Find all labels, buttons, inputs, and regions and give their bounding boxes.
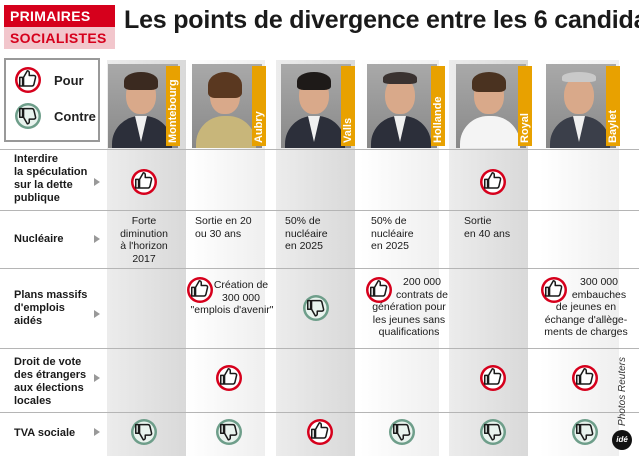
name-tag-baylet: Baylet bbox=[606, 66, 620, 146]
thumb-up-icon bbox=[365, 276, 393, 304]
thumb-up-icon bbox=[540, 276, 568, 304]
legend-pour: Pour bbox=[14, 66, 84, 94]
page-title: Les points de divergence entre les 6 can… bbox=[124, 6, 639, 34]
ide-logo: idé bbox=[612, 430, 632, 450]
row-arrow-icon bbox=[94, 428, 100, 436]
name-tag-montebourg: Montebourg bbox=[166, 66, 180, 146]
row-separator bbox=[0, 412, 639, 413]
cell-nucleaire-royal: Sortie en 40 ans bbox=[464, 215, 511, 240]
row-separator bbox=[0, 210, 639, 211]
jacket-shape bbox=[196, 116, 256, 148]
legend-pour-label: Pour bbox=[54, 72, 84, 88]
thumb-up-icon bbox=[186, 276, 214, 304]
primaires-badge: PRIMAIRES SOCIALISTES bbox=[4, 5, 115, 49]
cell-nucleaire-hollande: 50% de nucléaire en 2025 bbox=[371, 215, 414, 252]
thumb-up-icon bbox=[306, 418, 334, 446]
name-tag-aubry: Aubry bbox=[252, 66, 266, 146]
row-arrow-icon bbox=[94, 310, 100, 318]
row-label-tva-sociale: TVA sociale bbox=[14, 427, 76, 439]
hair-shape bbox=[562, 72, 596, 82]
row-arrow-icon bbox=[94, 235, 100, 243]
hair-shape bbox=[383, 72, 417, 84]
photo-valls bbox=[281, 64, 351, 148]
thumb-up-icon bbox=[479, 168, 507, 196]
hair-shape bbox=[472, 72, 506, 92]
hair-shape bbox=[208, 72, 242, 98]
legend: Pour Contre bbox=[4, 58, 100, 142]
badge-line1: PRIMAIRES bbox=[4, 5, 115, 27]
thumb-up-icon bbox=[215, 364, 243, 392]
photo-baylet bbox=[546, 64, 616, 148]
thumb-up-icon bbox=[479, 364, 507, 392]
cell-nucleaire-montebourg: Forte diminution à l'horizon 2017 bbox=[120, 215, 168, 265]
cell-nucleaire-aubry: Sortie en 20 ou 30 ans bbox=[195, 215, 252, 240]
thumb-down-icon bbox=[130, 418, 158, 446]
row-label-speculation: Interdire la spéculation sur la dette publi… bbox=[14, 153, 88, 204]
name-tag-royal: Royal bbox=[518, 66, 532, 146]
row-separator bbox=[0, 149, 639, 150]
thumb-down-icon bbox=[215, 418, 243, 446]
thumb-up-icon bbox=[571, 364, 599, 392]
row-label-vote-etrangers: Droit de vote des étrangers aux élections l… bbox=[14, 356, 87, 407]
thumb-up-icon bbox=[130, 168, 158, 196]
hair-shape bbox=[297, 72, 331, 90]
row-arrow-icon bbox=[94, 178, 100, 186]
photo-royal bbox=[456, 64, 526, 148]
cell-emplois-aubry: Création de 300 000 bbox=[213, 279, 269, 304]
thumb-up-icon bbox=[14, 66, 42, 94]
photo-credit: Photos Reuters bbox=[617, 357, 628, 426]
thumb-down-icon bbox=[571, 418, 599, 446]
cell-emplois-aubry-quote: "emplois d'avenir" bbox=[190, 304, 274, 316]
legend-contre: Contre bbox=[14, 102, 96, 130]
thumb-down-icon bbox=[479, 418, 507, 446]
face-shape bbox=[564, 76, 594, 114]
photo-aubry bbox=[192, 64, 262, 148]
row-separator bbox=[0, 268, 639, 269]
hair-shape bbox=[124, 72, 158, 90]
cell-emplois-hollande: 200 000 contrats de génération pour les jeu… bbox=[372, 276, 448, 338]
legend-contre-label: Contre bbox=[54, 108, 96, 124]
thumb-down-icon bbox=[388, 418, 416, 446]
row-separator bbox=[0, 348, 639, 349]
row-arrow-icon bbox=[94, 374, 100, 382]
name-tag-hollande: Hollande bbox=[431, 66, 445, 146]
name-tag-valls: Valls bbox=[341, 66, 355, 146]
thumb-down-icon bbox=[14, 102, 42, 130]
row-label-emplois: Plans massifs d'emplois aidés bbox=[14, 289, 88, 327]
cell-nucleaire-valls: 50% de nucléaire en 2025 bbox=[285, 215, 328, 252]
thumb-down-icon bbox=[302, 294, 330, 322]
photo-hollande bbox=[367, 64, 437, 148]
row-label-nucleaire: Nucléaire bbox=[14, 233, 64, 245]
jacket-shape bbox=[460, 116, 520, 148]
badge-line2: SOCIALISTES bbox=[4, 27, 115, 49]
cell-emplois-baylet: 300 000 embauches de jeunes en échange d'al… bbox=[544, 276, 628, 338]
